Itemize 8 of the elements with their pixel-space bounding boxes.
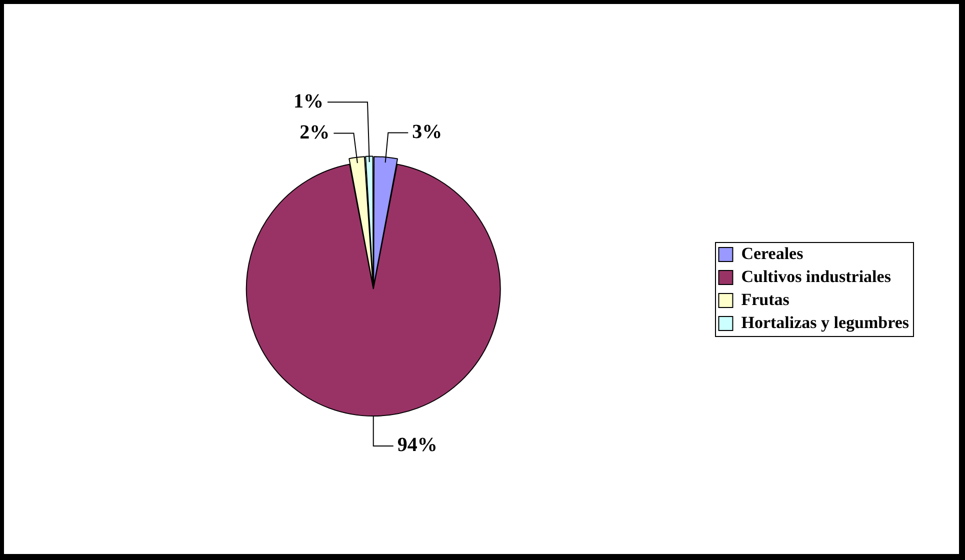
legend-label: Frutas — [741, 290, 790, 309]
data-label: 3% — [412, 120, 442, 143]
legend-label: Cereales — [741, 244, 804, 263]
data-label: 1% — [293, 90, 324, 112]
legend-label: Hortalizas y legumbres — [741, 312, 910, 332]
data-label: 94% — [397, 434, 438, 456]
legend-label: Cultivos industriales — [741, 266, 892, 286]
data-label: 2% — [300, 121, 330, 144]
